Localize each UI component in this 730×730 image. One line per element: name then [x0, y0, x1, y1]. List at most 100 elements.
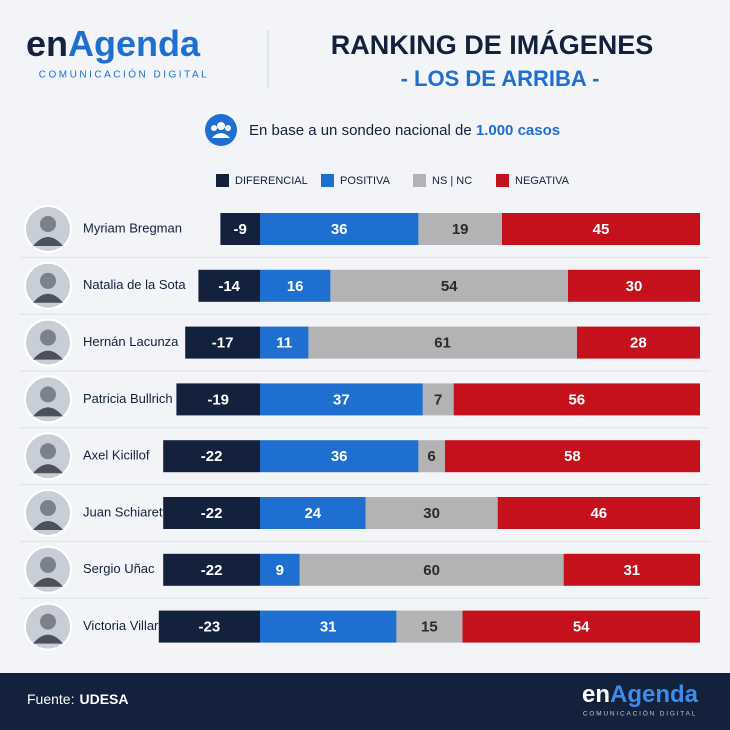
avatar-head	[40, 329, 56, 346]
bar-segment	[422, 383, 454, 416]
title: RANKING DE IMÁGENES	[331, 29, 654, 60]
category-label: Myriam Bregman	[83, 220, 182, 235]
category-label: Patricia Bullrich	[83, 391, 173, 406]
avatar-head	[40, 272, 56, 289]
footer-logo: enAgenda	[582, 681, 699, 708]
bar-segment	[260, 326, 309, 359]
value-label: 60	[423, 562, 440, 579]
subtitle: - LOS DE ARRIBA -	[401, 66, 600, 91]
logo: enAgenda	[26, 23, 201, 64]
value-label: 11	[276, 335, 292, 352]
bar-segment	[198, 269, 260, 302]
category-label: Axel Kicillof	[83, 448, 150, 463]
avatar-head	[40, 386, 56, 403]
value-label: -14	[218, 278, 240, 295]
value-label: 31	[623, 562, 640, 579]
value-label: 61	[434, 335, 451, 352]
avatar-head	[40, 443, 56, 460]
value-label: 6	[427, 448, 435, 465]
value-label: 37	[333, 391, 350, 408]
value-label: 30	[626, 278, 643, 295]
bar-segment	[260, 440, 419, 473]
bar-segment	[185, 326, 260, 359]
avatar-body	[33, 350, 63, 360]
note-highlight: 1.000 casos	[476, 122, 560, 139]
bar-segment	[158, 610, 260, 643]
bar-segment	[260, 497, 366, 529]
category-label: Victoria Villarruel	[83, 618, 180, 633]
source: UDESA	[79, 691, 128, 707]
value-label: 24	[304, 505, 321, 522]
value-label: -22	[201, 562, 223, 579]
value-label: -23	[199, 619, 221, 636]
value-label: 15	[421, 619, 438, 636]
legend-label: DIFERENCIAL	[235, 175, 308, 187]
category-label: Natalia de la Sota	[83, 277, 186, 292]
avatar-body	[33, 521, 63, 530]
value-label: 36	[331, 221, 348, 238]
footer	[0, 673, 730, 730]
people-icon-head	[225, 125, 231, 131]
bar-segment	[418, 213, 502, 245]
value-label: -9	[234, 221, 247, 238]
value-label: 45	[593, 221, 610, 238]
value-label: 30	[423, 505, 440, 522]
value-label: 19	[452, 221, 469, 238]
bar-segment	[163, 440, 260, 473]
bar-segment	[444, 440, 700, 473]
bar-segment	[308, 326, 577, 359]
avatar-body	[33, 407, 63, 417]
bar-segment	[330, 269, 568, 302]
avatar-body	[33, 577, 63, 587]
bar-segment	[365, 497, 498, 529]
avatar-body	[33, 237, 63, 246]
value-label: -22	[201, 505, 223, 522]
avatar-body	[33, 293, 63, 303]
bar-segment	[220, 213, 260, 245]
legend-label: POSITIVA	[340, 175, 391, 187]
bar-segment	[418, 440, 445, 473]
category-label: Hernán Lacunza	[83, 334, 179, 349]
footer-logo-en: en	[582, 681, 610, 708]
avatar-body	[33, 464, 63, 474]
category-label: Sergio Uñac	[83, 561, 155, 576]
value-label: 9	[276, 562, 284, 579]
chart: DIFERENCIAL POSITIVA NS | NC NEGATIVA Myriam…	[20, 174, 710, 651]
bar-segment	[260, 610, 397, 643]
legend-label: NS | NC	[432, 175, 472, 187]
avatar-head	[40, 613, 56, 630]
legend-swatch	[321, 174, 334, 187]
value-label: 36	[331, 448, 348, 465]
value-label: 7	[434, 391, 442, 408]
value-label: 28	[630, 335, 647, 352]
bar-segment	[260, 383, 423, 416]
bar-segment	[497, 497, 700, 529]
value-label: -17	[212, 335, 234, 352]
bar-segment	[502, 213, 700, 245]
legend-swatch	[496, 174, 509, 187]
value-label: 54	[573, 619, 590, 636]
logo-en: en	[26, 23, 68, 64]
bar-segment	[260, 553, 300, 586]
people-icon-body	[212, 133, 230, 138]
bar-segment	[260, 213, 419, 245]
bar-segment	[563, 553, 700, 586]
people-icon-head	[217, 122, 225, 130]
logo-tagline: COMUNICACIÓN DIGITAL	[39, 68, 209, 81]
source-label: Fuente:	[27, 691, 74, 707]
bar-segment	[462, 610, 700, 643]
avatar-head	[40, 500, 56, 516]
footer-source: Fuente: UDESA	[27, 691, 129, 707]
value-label: -22	[201, 448, 223, 465]
avatar-body	[33, 634, 63, 644]
bar-segment	[299, 553, 564, 586]
bar-segment	[163, 553, 260, 586]
avatar-head	[40, 556, 56, 573]
legend-swatch	[413, 174, 426, 187]
legend-swatch	[216, 174, 229, 187]
footer-logo-tagline: COMUNICACIÓN DIGITAL	[583, 709, 697, 718]
bar-segment	[260, 269, 331, 302]
value-label: 46	[590, 505, 607, 522]
